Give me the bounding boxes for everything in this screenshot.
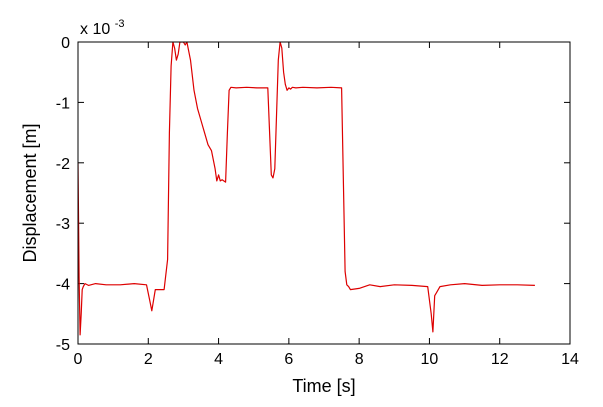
y-tick-label: -5 [56,337,70,354]
x-tick-label: 0 [74,351,83,368]
y-tick-label: 0 [61,35,70,52]
x-tick-label: 12 [491,351,509,368]
x-tick-label: 14 [561,351,579,368]
series-layer [78,42,535,336]
y-axis-scale-exponent: -3 [115,18,125,30]
y-tick-label: -4 [56,277,70,294]
x-axis-ticks: 0 2 4 6 8 10 12 14 [74,42,579,368]
y-axis-scale-label: x 10 -3 [80,18,124,38]
plot-area [78,42,570,344]
y-tick-label: -1 [56,95,70,112]
y-axis-scale-base: x 10 [80,21,110,38]
x-axis-label: Time [s] [292,376,355,396]
plot-frame [77,41,571,345]
y-axis-ticks: 0 -1 -2 -3 -4 -5 [56,35,570,354]
y-tick-label: -2 [56,156,70,173]
x-tick-label: 4 [214,351,223,368]
x-tick-label: 2 [144,351,153,368]
series-line-0 [78,42,535,336]
y-tick-label: -3 [56,216,70,233]
x-tick-label: 10 [421,351,439,368]
x-tick-label: 8 [355,351,364,368]
y-axis-label: Displacement [m] [20,123,40,262]
x-tick-label: 6 [284,351,293,368]
